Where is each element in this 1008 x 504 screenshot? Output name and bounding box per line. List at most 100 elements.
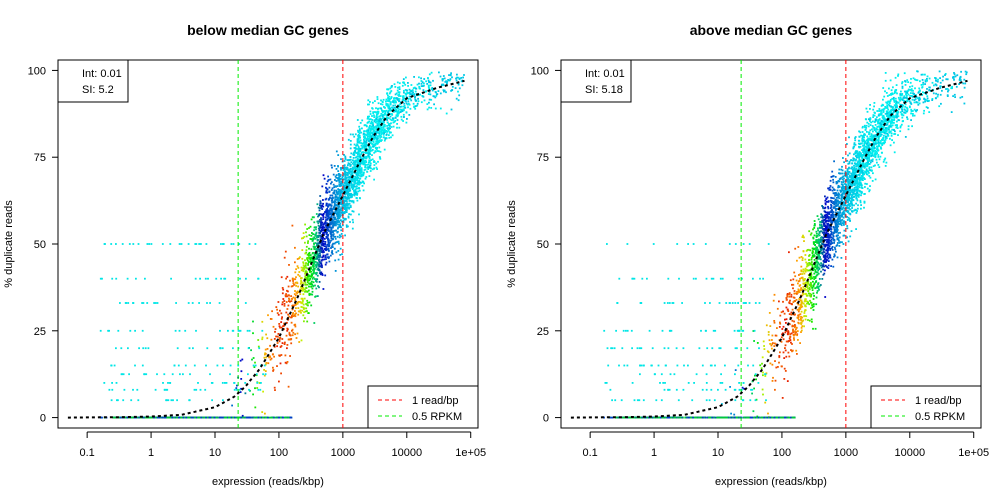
data-point [401, 110, 404, 112]
data-point [272, 370, 274, 372]
data-point [350, 182, 353, 184]
data-point [379, 114, 382, 117]
data-point [846, 174, 848, 176]
data-point [362, 189, 365, 192]
data-point [307, 257, 309, 259]
data-point [326, 208, 328, 210]
data-point [137, 399, 140, 402]
data-point [859, 152, 862, 154]
data-point [290, 300, 293, 302]
data-point [332, 237, 334, 240]
data-point [103, 382, 106, 384]
data-point [887, 121, 889, 124]
data-point [796, 330, 799, 332]
data-point [329, 194, 332, 197]
data-point [353, 163, 356, 166]
data-point [309, 254, 312, 256]
data-point [300, 306, 303, 308]
data-point [790, 295, 793, 298]
data-point [304, 270, 307, 273]
data-point [294, 281, 297, 284]
data-point [346, 193, 349, 195]
data-point [370, 147, 372, 149]
data-point [117, 399, 119, 402]
data-point [760, 367, 763, 370]
data-point [267, 416, 269, 419]
data-point [355, 191, 357, 194]
data-point [328, 213, 331, 216]
data-point [337, 179, 340, 182]
chart-title: above median GC genes [690, 22, 853, 38]
data-point [307, 274, 310, 276]
data-point [359, 147, 362, 150]
data-point [337, 258, 340, 261]
data-point [138, 347, 140, 350]
data-point [810, 232, 813, 235]
data-point [841, 189, 844, 192]
data-point [317, 227, 320, 230]
data-point [291, 328, 294, 331]
data-point [325, 226, 328, 228]
data-point [793, 334, 795, 337]
data-point [270, 338, 273, 341]
data-point [382, 120, 385, 122]
data-point [794, 330, 796, 333]
data-point [347, 196, 350, 198]
data-point [347, 225, 349, 228]
data-point [457, 90, 459, 93]
data-point [373, 178, 375, 181]
data-point [812, 228, 814, 231]
data-point [454, 87, 457, 89]
data-point [824, 245, 827, 248]
data-point [347, 138, 350, 141]
data-point [238, 416, 241, 419]
data-point [330, 212, 332, 215]
data-point [346, 202, 349, 205]
data-point [782, 338, 785, 341]
data-point [306, 228, 309, 230]
data-point [339, 185, 342, 187]
data-point [321, 229, 324, 232]
data-point [792, 296, 795, 299]
data-point [330, 233, 333, 236]
data-point [316, 258, 319, 260]
data-point [868, 154, 871, 156]
data-point [371, 115, 373, 117]
data-point [338, 220, 341, 223]
data-point [872, 116, 874, 118]
data-point [169, 243, 172, 245]
data-point [390, 101, 392, 103]
data-point [807, 319, 809, 321]
data-point [312, 233, 314, 235]
data-point [333, 186, 335, 189]
data-point [337, 206, 340, 209]
data-point [798, 308, 800, 311]
data-point [355, 173, 358, 176]
data-point [287, 290, 289, 293]
data-point [295, 312, 297, 315]
data-point [182, 373, 184, 376]
data-point [436, 93, 439, 95]
data-point [816, 258, 819, 260]
data-point [337, 250, 340, 252]
data-point [445, 112, 448, 115]
data-point [337, 240, 340, 243]
data-point [324, 248, 327, 250]
data-point [395, 101, 397, 104]
data-point [878, 118, 881, 120]
data-point [831, 249, 834, 251]
data-point [801, 288, 804, 291]
data-point [404, 99, 407, 102]
data-point [333, 205, 336, 208]
data-point [864, 193, 866, 195]
data-point [852, 147, 855, 150]
data-point [313, 253, 316, 256]
data-point [392, 101, 394, 103]
data-point [867, 122, 870, 125]
data-point [295, 291, 298, 294]
data-point [862, 154, 864, 156]
data-point [319, 256, 321, 258]
data-point [347, 191, 349, 194]
data-point [793, 337, 795, 339]
data-point [182, 416, 185, 419]
